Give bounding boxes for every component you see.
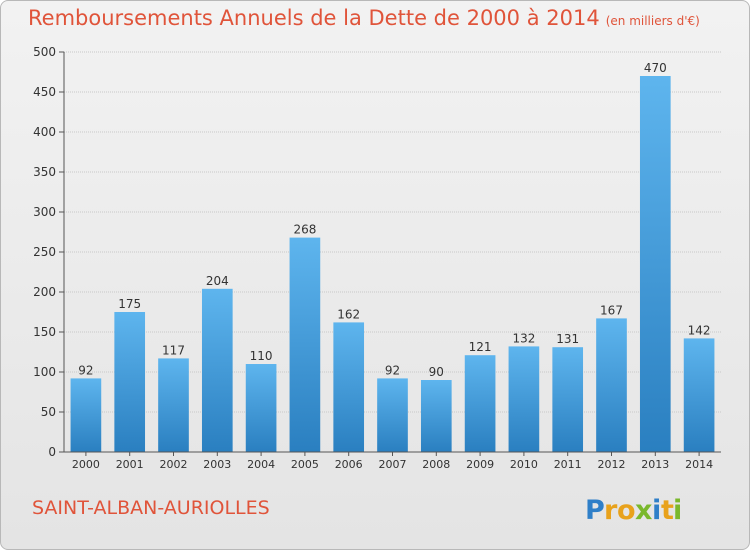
data-label: 470 xyxy=(644,61,667,75)
axis-layer: 0 50 100 150 200 250 300 350 400 450 500 2000 2001 20… xyxy=(33,45,721,471)
logo-letter-i1: i xyxy=(652,495,661,526)
x-tick-label: 2004 xyxy=(247,458,275,471)
x-tick-label: 2006 xyxy=(335,458,363,471)
x-tick-label: 2011 xyxy=(554,458,582,471)
x-tick-label: 2010 xyxy=(510,458,538,471)
chart-unit: (en milliers d'€) xyxy=(605,14,700,28)
bar xyxy=(639,76,671,452)
logo-letter-r: r xyxy=(604,495,618,526)
logo-letter-i2: i xyxy=(673,495,682,526)
bar xyxy=(552,347,584,452)
bar xyxy=(289,237,321,452)
y-tick-label: 0 xyxy=(48,445,56,459)
bar xyxy=(508,346,540,452)
bar xyxy=(377,378,408,452)
bar-layer: 92 175 117 204 110 268 162 92 90 121 132 131 167 470 1… xyxy=(70,61,715,452)
y-tick-label: 500 xyxy=(33,45,56,59)
y-tick-label: 400 xyxy=(33,125,56,139)
x-tick-label: 2013 xyxy=(641,458,669,471)
data-label: 92 xyxy=(385,363,400,377)
bar xyxy=(420,380,452,452)
commune-name: SAINT-ALBAN-AURIOLLES xyxy=(32,497,270,519)
bar xyxy=(245,364,277,452)
data-label: 142 xyxy=(688,323,711,337)
data-label: 175 xyxy=(118,297,141,311)
x-tick-label: 2001 xyxy=(116,458,144,471)
x-tick-label: 2009 xyxy=(466,458,494,471)
y-tick-label: 300 xyxy=(33,205,56,219)
bar xyxy=(333,322,365,452)
x-tick-label: 2012 xyxy=(598,458,626,471)
data-label: 117 xyxy=(162,343,185,357)
data-label: 132 xyxy=(512,331,535,345)
bar xyxy=(201,288,233,452)
x-tick-label: 2000 xyxy=(72,458,100,471)
data-label: 131 xyxy=(556,332,579,346)
bar xyxy=(596,318,627,452)
x-tick-label: 2003 xyxy=(203,458,231,471)
logo-letter-x: x xyxy=(635,495,652,526)
y-tick-label: 250 xyxy=(33,245,56,259)
y-tick-label: 200 xyxy=(33,285,56,299)
data-label: 204 xyxy=(206,274,229,288)
logo-letter-o: o xyxy=(617,495,636,526)
y-tick-label: 450 xyxy=(33,85,56,99)
chart-title: Remboursements Annuels de la Dette de 20… xyxy=(28,6,700,30)
bar xyxy=(464,355,496,452)
bar xyxy=(683,338,715,452)
x-tick-label: 2002 xyxy=(160,458,188,471)
logo-letter-t: t xyxy=(661,495,674,526)
chart-title-text: Remboursements Annuels de la Dette de 20… xyxy=(28,6,600,30)
y-tick-label: 350 xyxy=(33,165,56,179)
x-tick-label: 2014 xyxy=(685,458,713,471)
data-label: 90 xyxy=(429,365,444,379)
y-tick-label: 50 xyxy=(41,405,56,419)
x-tick-label: 2007 xyxy=(379,458,407,471)
x-tick-label: 2008 xyxy=(422,458,450,471)
data-label: 162 xyxy=(337,307,360,321)
bar xyxy=(114,312,146,452)
x-tick-label: 2005 xyxy=(291,458,319,471)
logo-letter-p: P xyxy=(585,495,605,526)
data-label: 121 xyxy=(469,340,492,354)
data-label: 268 xyxy=(293,223,316,237)
y-tick-label: 100 xyxy=(33,365,56,379)
data-label: 167 xyxy=(600,303,623,317)
y-tick-label: 150 xyxy=(33,325,56,339)
proxiti-logo: P r o x i t i xyxy=(585,495,682,526)
data-label: 92 xyxy=(78,363,93,377)
bar xyxy=(70,378,102,452)
bar xyxy=(158,358,189,452)
data-label: 110 xyxy=(250,349,273,363)
